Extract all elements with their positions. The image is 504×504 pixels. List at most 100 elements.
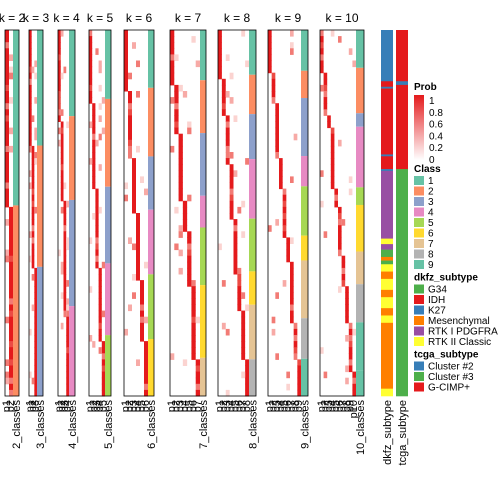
prob-cell (293, 322, 298, 330)
prob-cell (29, 133, 32, 141)
legend-swatch (414, 197, 424, 206)
prob-cell (5, 145, 9, 153)
prob-cell (98, 133, 102, 141)
prob-cell (345, 298, 349, 305)
prob-cell (174, 109, 179, 116)
prob-cell (229, 72, 234, 80)
prob-cell (275, 103, 279, 110)
prob-cell (170, 145, 175, 153)
prob-cell (218, 30, 222, 37)
class-bar-segment (200, 357, 206, 396)
prob-cell (63, 255, 67, 263)
prob-cell (182, 91, 188, 98)
class-bar-segment (356, 30, 364, 68)
prob-cell (170, 30, 175, 37)
prob-cell (124, 60, 128, 68)
prob-cell (323, 72, 328, 80)
class-bar-segment (148, 87, 154, 157)
prob-cell (320, 200, 324, 208)
prob-cell (132, 243, 136, 251)
class-bar-segment (301, 260, 308, 319)
prob-cell (34, 60, 37, 68)
prob-cell (187, 237, 192, 244)
prob-cell (31, 249, 35, 257)
prob-cell (89, 66, 93, 74)
prob-cell (5, 377, 9, 385)
prob-tick-label: 0.4 (429, 131, 443, 142)
prob-cell (297, 389, 301, 397)
class-bar-segment (148, 156, 154, 210)
prob-cell (5, 36, 9, 43)
legend-swatch (414, 305, 424, 315)
prob-cell (140, 316, 144, 324)
prob-cell (290, 304, 294, 312)
prob-cell (323, 371, 328, 379)
prob-cell (271, 97, 276, 104)
prob-cell (229, 182, 234, 190)
prob-cell (218, 42, 222, 49)
prob-cell (140, 322, 144, 330)
annotation-segment (381, 30, 393, 82)
legend-swatch (414, 284, 424, 294)
prob-cell (174, 243, 179, 251)
prob-cell (124, 54, 128, 61)
column-label: p6 (188, 400, 200, 412)
prob-cell (34, 383, 37, 391)
prob-cell (95, 219, 99, 226)
prob-cell (128, 133, 132, 141)
prob-cell (58, 84, 61, 92)
legend-item-label: 4 (428, 208, 434, 219)
annotation-segment (381, 322, 393, 389)
prob-cell (29, 54, 32, 61)
prob-cell (89, 42, 93, 49)
prob-cell (271, 328, 276, 336)
prob-cell (323, 109, 328, 116)
column-label: p5 (136, 400, 148, 412)
prob-cell (241, 347, 246, 354)
column-label: p5 (97, 400, 109, 412)
legend-item-label: 7 (428, 239, 434, 250)
prob-cell (63, 280, 67, 287)
prob-cell (66, 347, 69, 354)
prob-cell (31, 66, 35, 74)
prob-cell (144, 347, 148, 354)
prob-cell (195, 365, 200, 373)
prob-cell (218, 60, 222, 68)
prob-cell (5, 66, 9, 74)
prob-cell (9, 341, 13, 348)
prob-cell (9, 377, 13, 385)
class-column-label: 4_classes (67, 400, 79, 449)
prob-cell (187, 243, 192, 251)
prob-cell (31, 255, 35, 263)
prob-cell (229, 152, 234, 159)
prob-cell (5, 182, 9, 190)
prob-cell (5, 121, 9, 129)
prob-cell (345, 292, 349, 299)
prob-cell (101, 371, 105, 379)
prob-cell (290, 48, 294, 55)
prob-cell (124, 72, 128, 80)
prob-cell (290, 261, 294, 269)
prob-cell (290, 310, 294, 318)
column-label: p9 (345, 400, 357, 412)
prob-cell (282, 213, 287, 220)
prob-cell (60, 322, 64, 330)
prob-cell (60, 152, 64, 159)
annotation-segment (381, 169, 393, 172)
prob-cell (290, 298, 294, 305)
class-bar-segment (13, 205, 19, 396)
prob-cell (9, 286, 13, 293)
prob-cell (92, 152, 96, 159)
prob-cell (63, 200, 67, 208)
prob-cell (191, 316, 196, 324)
prob-cell (92, 341, 96, 348)
prob-cell (323, 97, 328, 104)
prob-cell (338, 243, 342, 251)
class-bar-segment (249, 359, 256, 396)
prob-cell (92, 121, 96, 129)
column-label: p1 (1, 400, 13, 412)
prob-cell (225, 121, 230, 129)
class-bar-segment (37, 30, 43, 146)
prob-cell (241, 310, 246, 318)
prob-cell (31, 164, 35, 171)
